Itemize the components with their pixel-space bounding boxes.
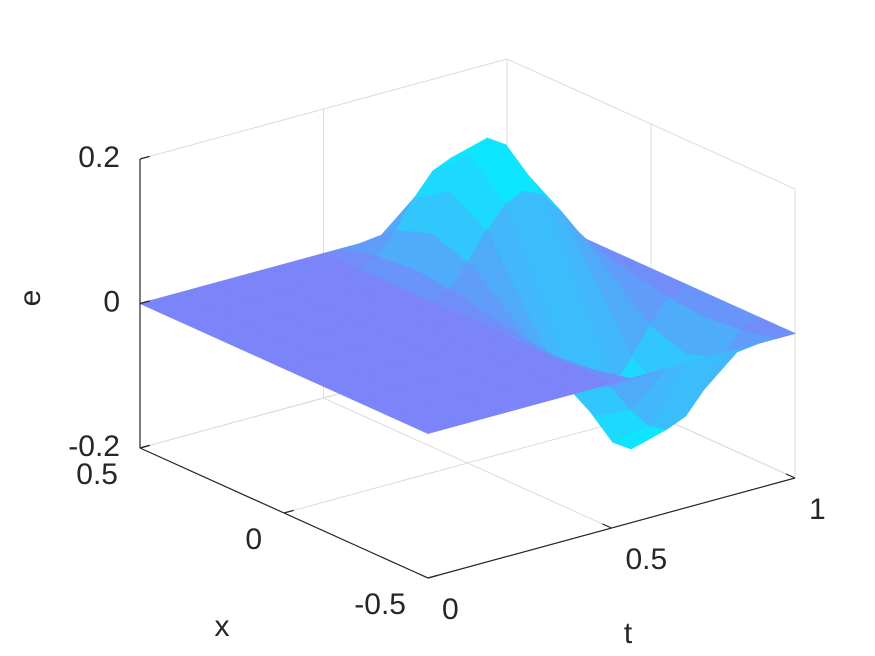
x-tick-label: 0 [245,523,262,556]
grid-line [283,412,652,514]
t-axis-label: t [624,617,633,650]
tick-mark [139,300,150,305]
tick-mark [785,473,796,479]
surface-patch [450,154,506,231]
axes: -0.2 0 0.2 -0.5 0 0.5 0 0.5 1 [68,141,825,626]
x-axis-label: x [215,610,230,643]
surface [139,137,796,450]
z-tick-label: 0 [103,285,120,318]
z-tick-label: -0.2 [68,430,120,463]
tick-mark [139,444,150,449]
z-tick-label: 0.2 [78,141,120,174]
z-axis-label: e [14,290,47,307]
tick-mark [283,509,294,514]
tick-mark [602,523,612,529]
t-tick-label: 1 [809,493,826,526]
x-tick-label: -0.5 [354,588,406,621]
t-tick-label: 0.5 [626,543,668,576]
tick-mark [139,155,150,160]
tick-mark [418,573,429,579]
t-tick-label: 0 [442,593,459,626]
tick-mark [427,574,438,579]
surface-patch [391,406,466,434]
x-tick-label: 0.5 [76,458,118,491]
